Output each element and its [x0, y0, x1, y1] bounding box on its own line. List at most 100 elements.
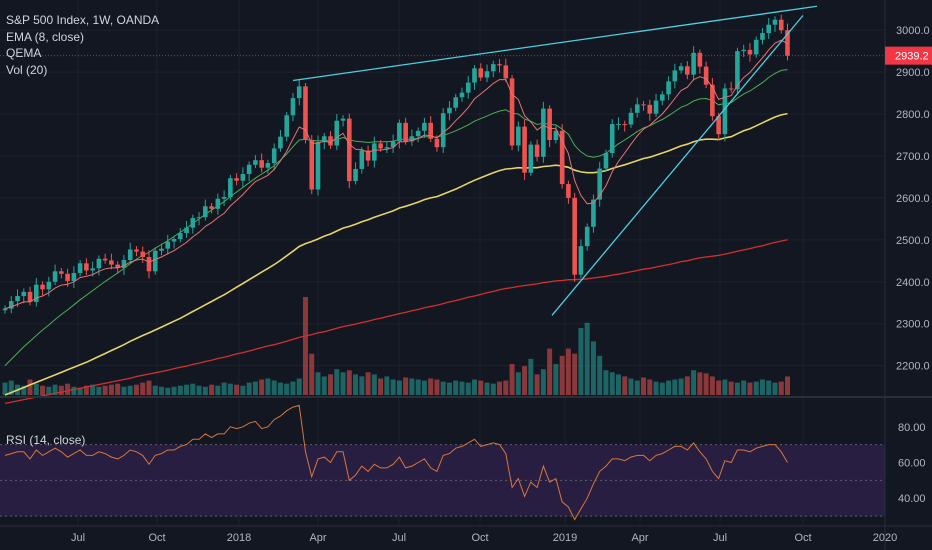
rsi-label[interactable]: RSI (14, close)	[6, 433, 86, 447]
volume-bar	[146, 380, 152, 395]
last-price-label: 2939.2	[895, 51, 929, 63]
volume-bar	[309, 353, 315, 395]
volume-bar	[453, 380, 459, 395]
volume-bar	[753, 381, 759, 395]
candle-body	[478, 68, 484, 78]
candle-body	[384, 147, 390, 149]
candle-body	[597, 168, 602, 200]
candle-body	[71, 272, 77, 281]
volume-bar	[615, 374, 621, 395]
candle-body	[641, 104, 646, 106]
time-tick-label: Apr	[631, 532, 648, 544]
candle-body	[21, 291, 27, 297]
candle-body	[52, 271, 58, 282]
symbol-title[interactable]: S&P 500 Index, 1W, OANDA	[6, 13, 160, 27]
volume-bar	[509, 364, 515, 395]
volume-bar	[215, 385, 221, 395]
price-tick-label: 2700.0	[896, 151, 930, 163]
candle-body	[378, 143, 383, 149]
volume-bar	[177, 385, 183, 395]
volume-bar	[58, 385, 64, 395]
rsi-tick-label: 60.00	[898, 458, 926, 470]
candle-body	[347, 118, 352, 182]
candle-body	[735, 51, 740, 90]
volume-bar	[227, 383, 233, 395]
volume-bar	[359, 376, 365, 395]
price-tick-label: 2900.0	[896, 67, 930, 79]
candle-body	[578, 246, 584, 275]
candle-body	[228, 178, 233, 198]
volume-bar	[121, 386, 127, 395]
candle-body	[296, 86, 302, 99]
volume-bar	[77, 387, 83, 395]
candle-body	[703, 66, 709, 85]
volume-bar	[578, 327, 584, 395]
qema-red-line	[4, 239, 788, 405]
candle-body	[321, 136, 327, 143]
volume-bar	[196, 385, 202, 395]
trendlines[interactable]	[292, 5, 818, 316]
candle-body	[265, 163, 271, 168]
volume-bar	[340, 372, 346, 395]
volume-bar	[165, 387, 171, 395]
candle-body	[766, 24, 772, 34]
candle-body	[747, 49, 753, 55]
qema-yellow-line	[4, 112, 788, 396]
volume-bar	[378, 378, 384, 395]
candlesticks	[2, 14, 790, 314]
candle-body	[465, 82, 471, 93]
price-tick-label: 2300.0	[896, 319, 930, 331]
volume-bar	[133, 384, 139, 395]
volume-bar	[184, 384, 190, 395]
volume-bar	[697, 372, 703, 395]
ema-line	[4, 39, 788, 310]
volume-bar	[277, 382, 283, 395]
volume-bar	[234, 384, 240, 395]
rsi-pane	[0, 404, 885, 521]
candle-body	[2, 308, 8, 311]
candle-body	[559, 130, 565, 185]
indicator-ema[interactable]: EMA (8, close)	[6, 29, 85, 44]
volume-bar	[465, 382, 471, 395]
volume-bar	[490, 383, 496, 395]
candle-body	[728, 88, 734, 90]
candle-body	[660, 94, 665, 101]
volume-bar	[672, 379, 678, 395]
rsi-tick-label: 80.00	[898, 422, 926, 434]
volume-bar	[728, 381, 734, 395]
indicator-qema[interactable]: QEMA	[6, 46, 42, 60]
volume-bar	[772, 382, 778, 395]
candle-body	[196, 217, 202, 219]
legend: S&P 500 Index, 1W, OANDA EMA (8, close) …	[6, 12, 159, 78]
volume-bar	[703, 373, 709, 395]
volume-bar	[547, 348, 553, 395]
volume-bar	[152, 385, 158, 395]
volume-bar	[290, 381, 296, 395]
price-tick-label: 2800.0	[896, 109, 930, 121]
candle-body	[403, 122, 408, 142]
candle-body	[685, 66, 690, 75]
volume-bar	[302, 297, 308, 395]
volume-bars	[2, 297, 790, 395]
volume-bar	[528, 358, 534, 395]
candle-body	[109, 260, 114, 265]
candle-body	[428, 122, 433, 139]
candle-body	[328, 136, 333, 146]
volume-bar	[734, 382, 740, 395]
candle-body	[246, 164, 252, 174]
candle-body	[653, 100, 659, 114]
volume-bar	[497, 381, 503, 395]
indicator-volume[interactable]: Vol (20)	[6, 62, 48, 77]
volume-bar	[741, 380, 747, 395]
volume-bar	[722, 379, 728, 395]
candle-body	[315, 142, 321, 190]
candle-body	[778, 19, 784, 31]
candle-body	[284, 115, 289, 137]
candle-body	[547, 108, 552, 141]
candle-body	[271, 148, 277, 164]
volume-bar	[371, 374, 377, 395]
candle-body	[215, 198, 221, 209]
volume-bar	[365, 372, 371, 395]
